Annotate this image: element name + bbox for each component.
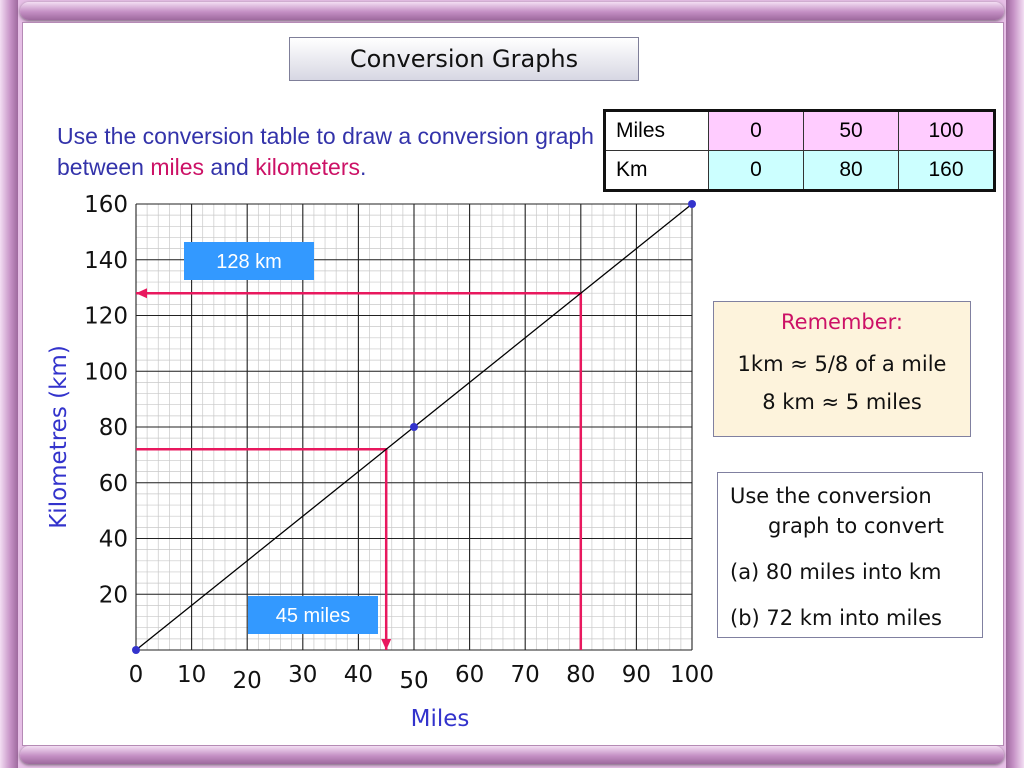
task-line2: graph to convert	[768, 514, 944, 538]
conversion-table: Miles 0 50 100 Km 0 80 160	[603, 109, 996, 192]
table-header-km: Km	[604, 150, 709, 191]
data-point	[132, 646, 140, 654]
data-point	[410, 423, 418, 431]
instruction-miles: miles	[150, 154, 205, 180]
x-tick-label: 0	[129, 662, 144, 688]
annotation-arrowhead	[381, 639, 392, 650]
annotation-label: 128 km	[216, 251, 282, 273]
right-frame	[1006, 0, 1024, 768]
bottom-frame-bar	[20, 746, 1004, 764]
instruction-km: kilometers	[255, 154, 360, 180]
x-tick-label: 60	[455, 662, 484, 688]
y-tick-label: 160	[84, 192, 128, 218]
task-line1: Use the conversion	[730, 484, 932, 508]
y-tick-label: 140	[84, 248, 128, 274]
data-point	[688, 200, 696, 208]
table-cell: 0	[708, 110, 804, 151]
task-question-b: (b) 72 km into miles	[730, 606, 942, 630]
slide-title: Conversion Graphs	[289, 37, 639, 81]
table-cell: 0	[708, 150, 804, 191]
y-tick-label: 20	[99, 582, 128, 608]
left-frame	[0, 0, 18, 768]
instruction-end: .	[360, 154, 367, 180]
table-row-km: Km 0 80 160	[604, 150, 995, 191]
x-tick-label: 50	[399, 668, 428, 694]
x-tick-label: 10	[177, 662, 206, 688]
annotation-label-box	[184, 242, 314, 280]
x-tick-label: 20	[233, 668, 262, 694]
remember-line2: 8 km ≈ 5 miles	[762, 390, 922, 414]
x-tick-label: 80	[566, 662, 595, 688]
remember-heading: Remember:	[781, 310, 903, 334]
x-axis-label: Miles	[411, 706, 470, 732]
instruction-text: Use the conversion table to draw a conve…	[57, 121, 597, 183]
x-tick-label: 40	[344, 662, 373, 688]
y-tick-label: 120	[84, 304, 128, 330]
table-cell: 50	[803, 110, 899, 151]
y-tick-label: 80	[99, 415, 128, 441]
y-tick-label: 40	[99, 527, 128, 553]
slide: Conversion Graphs Use the conversion tab…	[22, 22, 1004, 746]
x-tick-label: 100	[670, 662, 714, 688]
remember-line1: 1km ≈ 5/8 of a mile	[737, 352, 947, 376]
table-cell: 80	[803, 150, 899, 191]
y-axis-label: Kilometres (km)	[46, 345, 72, 529]
x-tick-label: 30	[288, 662, 317, 688]
annotation-label: 45 miles	[276, 605, 350, 627]
x-tick-label: 70	[511, 662, 540, 688]
x-tick-label: 90	[622, 662, 651, 688]
table-cell: 100	[898, 110, 995, 151]
instruction-part1: Use the conversion table to draw a conve…	[57, 123, 594, 180]
instruction-and: and	[204, 154, 256, 180]
task-question-a: (a) 80 miles into km	[730, 560, 942, 584]
y-tick-label: 60	[99, 471, 128, 497]
task-box: Use the conversion graph to convert (a) …	[717, 472, 983, 638]
y-tick-label: 100	[84, 359, 128, 385]
annotation-arrowhead	[136, 288, 147, 299]
annotation-label-box	[248, 596, 378, 634]
remember-box: Remember: 1km ≈ 5/8 of a mile 8 km ≈ 5 m…	[713, 301, 971, 437]
table-cell: 160	[898, 150, 995, 191]
top-frame-bar	[20, 2, 1004, 20]
